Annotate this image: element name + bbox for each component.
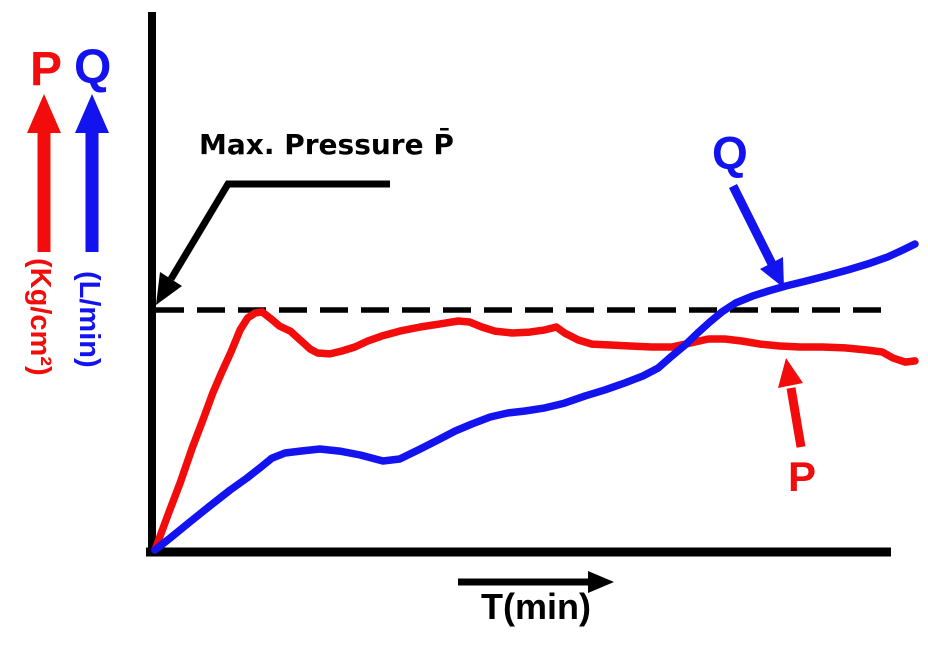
p-axis-symbol: P [30,43,63,96]
x-axis-label: T(min) [481,586,591,627]
q-curve-label: Q [712,127,748,179]
p-axis-up-arrow-icon [27,94,61,252]
q-axis-units: (L/min) [73,271,105,368]
flow-curve [151,240,919,554]
time-axis-arrow-icon [458,571,614,593]
pressure-curve [151,308,919,554]
p-curve-label: P [788,453,817,500]
q-axis-symbol: Q [74,41,112,94]
p-curve-arrow-icon [778,358,806,448]
max-pressure-leader-arrow-icon [156,180,390,305]
q-curve-arrow-icon [728,183,784,288]
q-axis-up-arrow-icon [75,94,109,252]
max-pressure-label: Max. Pressure P̄ [199,128,454,161]
p-axis-units: (Kg/cm²) [24,258,56,376]
